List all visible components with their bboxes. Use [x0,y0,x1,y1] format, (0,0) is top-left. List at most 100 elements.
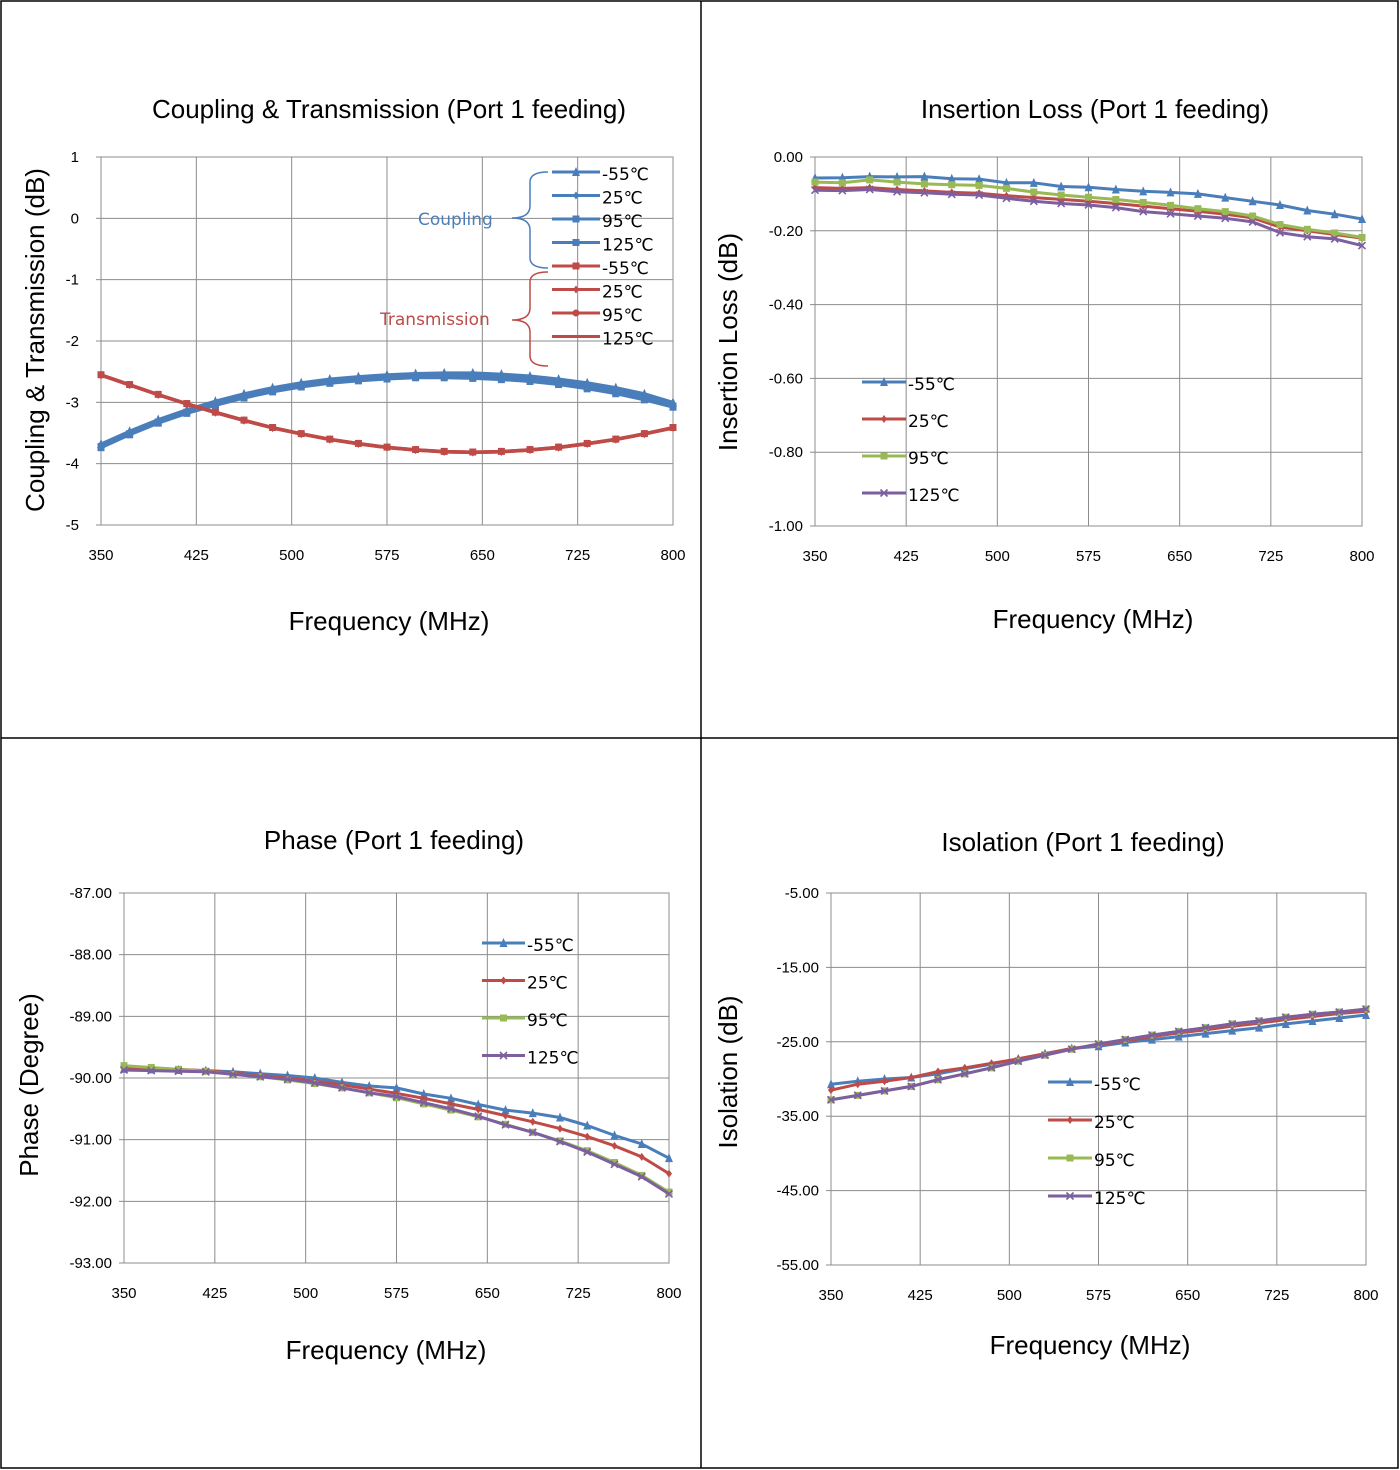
y-tick-label: -45.00 [776,1183,819,1200]
x-tick-label: 425 [894,548,919,565]
data-point [1193,211,1202,221]
data-point [637,1138,646,1148]
y-tick-label: -0.60 [769,370,803,387]
data-point [283,1075,292,1084]
data-point [1147,1031,1157,1040]
legend: -55℃ 25℃ 95℃ 125℃ [862,375,960,506]
plot-frame [814,156,1363,527]
data-point [154,419,162,427]
data-point [1303,225,1311,233]
legend-label: 95℃ [602,306,643,326]
data-point [920,188,929,197]
legend: -55℃ 25℃ 95℃ 125℃ [1048,1075,1146,1209]
y-tick-label: -1 [66,272,79,289]
x-tick-label: 500 [985,548,1010,565]
data-point [1358,213,1366,223]
data-point [583,385,591,393]
data-point [610,1160,619,1169]
data-point [665,1153,673,1163]
legend-label: -55℃ [908,375,955,395]
data-point [1139,207,1148,216]
legend: Coupling Transmission -55℃ 25℃ 95℃ 125℃ -55℃… [379,165,654,367]
data-point [854,1080,861,1089]
data-point [1221,208,1229,216]
data-point [1040,1051,1050,1060]
data-point [528,1108,537,1118]
y-tick-label: -15.00 [776,959,819,976]
x-tick-label: 725 [565,547,590,564]
data-point [987,1063,996,1072]
data-point [975,181,983,189]
chart-title: Insertion Loss (Port 1 feeding) [921,94,1269,124]
data-point [811,178,819,186]
y-tick-label: -35.00 [776,1108,819,1125]
legend-marker [500,976,507,985]
chart-insertion-loss: Insertion Loss (Port 1 feeding) Insertio… [713,94,1375,634]
x-tick-label: 725 [1264,1287,1289,1304]
y-tick-label: -2 [66,333,79,350]
legend-label: 25℃ [1094,1113,1135,1133]
data-point [637,1172,646,1181]
legend-label: 25℃ [527,974,568,994]
legend-marker [572,309,580,317]
data-point [880,1086,889,1095]
legend-label: 125℃ [602,330,654,350]
data-point [1254,1016,1264,1026]
data-point [961,1063,968,1072]
data-point [1221,214,1230,223]
data-point [440,374,448,382]
data-point [1281,1013,1290,1022]
data-point [1193,188,1202,198]
data-point [893,178,901,186]
data-point [1331,229,1339,237]
y-tick-label: -0.40 [769,297,803,314]
data-point [447,1093,455,1103]
data-point [310,1078,319,1087]
legend-marker [881,415,887,423]
data-point [1166,187,1175,197]
y-axis-title: Isolation (dB) [713,995,743,1148]
chart-coupling-transmission: Coupling & Transmission (Port 1 feeding)… [20,94,686,636]
data-point [392,1082,401,1092]
legend-marker [499,1051,508,1060]
data-point [1112,195,1120,203]
data-point [1276,221,1284,229]
legend-brace-transmission [511,271,549,367]
x-axis-title: Frequency (MHz) [990,1330,1191,1360]
x-tick-label: 725 [566,1285,591,1302]
data-point [1308,1010,1317,1019]
data-point [1166,209,1175,218]
x-tick-label: 800 [1349,548,1374,565]
data-point [556,1112,564,1122]
data-point [1111,203,1120,212]
x-tick-label: 500 [279,547,304,564]
data-point [201,1067,210,1076]
data-point [584,1132,591,1141]
data-point [256,1072,265,1081]
data-point [1139,198,1147,206]
data-point [175,1065,182,1073]
data-point [419,1098,428,1107]
legend-label: 95℃ [1094,1151,1135,1171]
data-point [501,1105,510,1115]
data-point [1275,228,1285,237]
legend-label: 125℃ [908,486,960,506]
data-point [529,1117,536,1126]
data-point [147,1066,156,1075]
data-point [612,390,620,398]
data-point [1002,194,1011,203]
legend-label: -55℃ [602,259,649,279]
chart-phase: Phase (Port 1 feeding) Phase (Degree) Fr… [14,825,682,1365]
plot-area: 350 425 500 575 650 725 800 -5.00 -15.00 -25.00 -3… [776,885,1378,1304]
data-point [826,1095,836,1104]
chart-isolation: Isolation (Port 1 feeding) Isolation (dB… [713,827,1379,1360]
data-point [557,1124,563,1133]
x-tick-label: 500 [293,1285,318,1302]
data-point [126,431,134,439]
data-point [1111,184,1120,194]
data-point [297,383,305,391]
plot-frame [830,892,1367,1266]
data-point [907,1082,916,1091]
data-point [920,171,929,181]
